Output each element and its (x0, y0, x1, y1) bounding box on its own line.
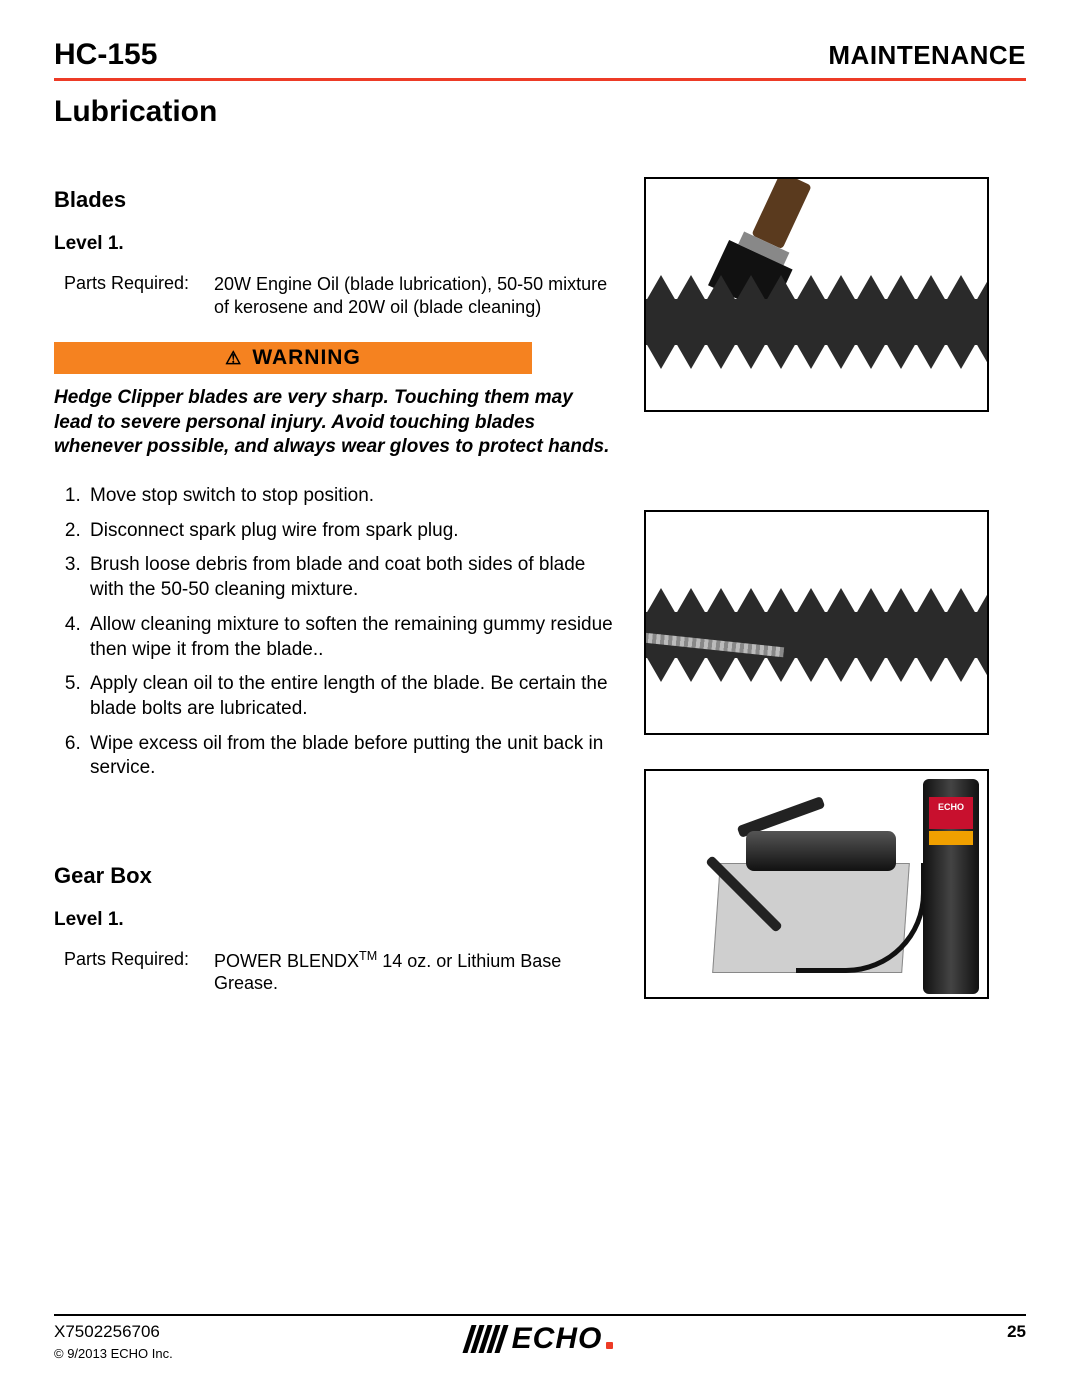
logo-dot-icon (606, 1342, 613, 1349)
page-footer: X7502256706 © 9/2013 ECHO Inc. ECHO 25 (54, 1314, 1026, 1361)
footer-left: X7502256706 © 9/2013 ECHO Inc. (54, 1322, 173, 1361)
gearbox-heading: Gear Box (54, 863, 614, 889)
echo-logo: ECHO (467, 1322, 614, 1356)
parts-required-value: POWER BLENDXTM 14 oz. or Lithium Base Gr… (214, 949, 614, 995)
left-column: Blades Level 1. Parts Required: 20W Engi… (54, 187, 614, 1029)
warning-banner: ⚠ WARNING (54, 342, 532, 374)
copyright-text: © 9/2013 ECHO Inc. (54, 1346, 173, 1361)
grease-cartridge: ECHO (923, 779, 979, 994)
trademark-symbol: TM (359, 949, 377, 963)
step-item: Apply clean oil to the entire length of … (86, 672, 614, 721)
cartridge-product-stripe (929, 831, 973, 845)
footer-center: ECHO (54, 1322, 1026, 1356)
blades-steps-list: Move stop switch to stop position. Disco… (54, 484, 614, 781)
gearbox-level: Level 1. (54, 909, 614, 931)
step-item: Brush loose debris from blade and coat b… (86, 553, 614, 602)
logo-text: ECHO (512, 1322, 603, 1356)
grease-gun-hose (796, 863, 926, 973)
page-header: HC-155 MAINTENANCE (54, 38, 1026, 72)
header-rule (54, 78, 1026, 81)
page-number: 25 (1007, 1322, 1026, 1342)
footer-rule (54, 1314, 1026, 1316)
gearbox-parts-row: Parts Required: POWER BLENDXTM 14 oz. or… (54, 949, 614, 995)
step-item: Wipe excess oil from the blade before pu… (86, 732, 614, 781)
figure-blade-brush (644, 177, 989, 412)
blade-teeth-bottom (646, 656, 987, 682)
blades-parts-row: Parts Required: 20W Engine Oil (blade lu… (54, 273, 614, 318)
step-item: Allow cleaning mixture to soften the rem… (86, 613, 614, 662)
content-columns: Blades Level 1. Parts Required: 20W Engi… (54, 187, 1026, 1029)
blade-teeth-top (646, 588, 987, 614)
blade-teeth-top (646, 275, 987, 301)
step-item: Disconnect spark plug wire from spark pl… (86, 519, 614, 544)
page-title: Lubrication (54, 95, 1026, 129)
manual-page: HC-155 MAINTENANCE Lubrication Blades Le… (0, 0, 1080, 1397)
gearbox-section: Gear Box Level 1. Parts Required: POWER … (54, 863, 614, 995)
section-title: MAINTENANCE (828, 40, 1026, 71)
parts-required-label: Parts Required: (54, 949, 214, 995)
figure-grease-gun: ECHO (644, 769, 989, 999)
blades-level: Level 1. (54, 233, 614, 255)
document-part-number: X7502256706 (54, 1322, 173, 1342)
parts-required-label: Parts Required: (54, 273, 214, 318)
footer-row: X7502256706 © 9/2013 ECHO Inc. ECHO 25 (54, 1322, 1026, 1361)
blades-heading: Blades (54, 187, 614, 213)
warning-text: Hedge Clipper blades are very sharp. Tou… (54, 386, 614, 460)
parts-prefix: POWER BLENDX (214, 951, 359, 971)
step-item: Move stop switch to stop position. (86, 484, 614, 509)
cartridge-brand-label: ECHO (929, 797, 973, 829)
blade-bar (644, 299, 989, 345)
warning-icon: ⚠ (225, 348, 242, 369)
model-number: HC-155 (54, 38, 157, 72)
blade-teeth-bottom (646, 343, 987, 369)
blade-bar (644, 612, 989, 658)
figure-blade-oil (644, 510, 989, 735)
parts-required-value: 20W Engine Oil (blade lubrication), 50-5… (214, 273, 614, 318)
right-column: ECHO (614, 187, 1026, 1029)
warning-label: WARNING (252, 346, 361, 370)
logo-bars-icon (462, 1325, 508, 1353)
